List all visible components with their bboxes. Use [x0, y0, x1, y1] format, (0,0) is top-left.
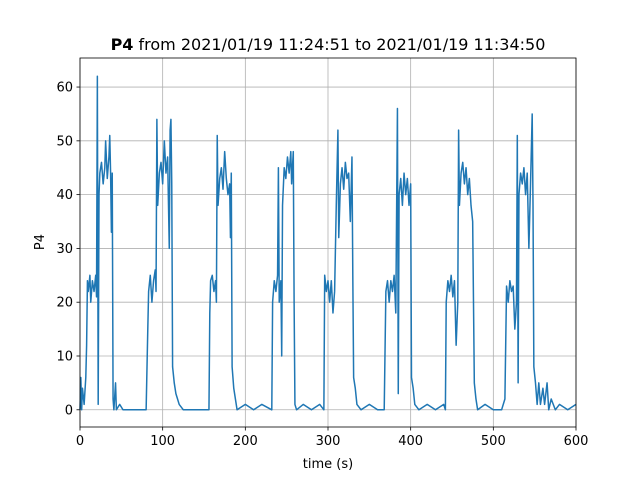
y-tick-label: 60 [56, 81, 73, 96]
title-range: from 2021/01/19 11:24:51 to 2021/01/19 1… [139, 35, 546, 54]
x-axis-label: time (s) [303, 457, 353, 472]
x-tick-label: 200 [233, 434, 258, 449]
plot-frame [79, 57, 577, 428]
y-axis-label: P4 [33, 234, 48, 250]
y-tick-label: 40 [56, 188, 73, 203]
x-tick-label: 600 [564, 434, 589, 449]
x-tick-label: 0 [76, 434, 84, 449]
y-tick-label: 10 [56, 349, 73, 364]
y-tick-label: 20 [56, 296, 73, 311]
x-tick-label: 500 [481, 434, 506, 449]
chart-title: P4 from 2021/01/19 11:24:51 to 2021/01/1… [111, 35, 546, 54]
y-tick-label: 0 [65, 403, 73, 418]
title-variable: P4 [111, 35, 134, 54]
x-tick-label: 400 [398, 434, 423, 449]
x-tick-label: 300 [316, 434, 341, 449]
y-tick-label: 30 [56, 242, 73, 257]
y-tick-label: 50 [56, 134, 73, 149]
x-tick-label: 100 [150, 434, 175, 449]
data-line [79, 75, 577, 411]
